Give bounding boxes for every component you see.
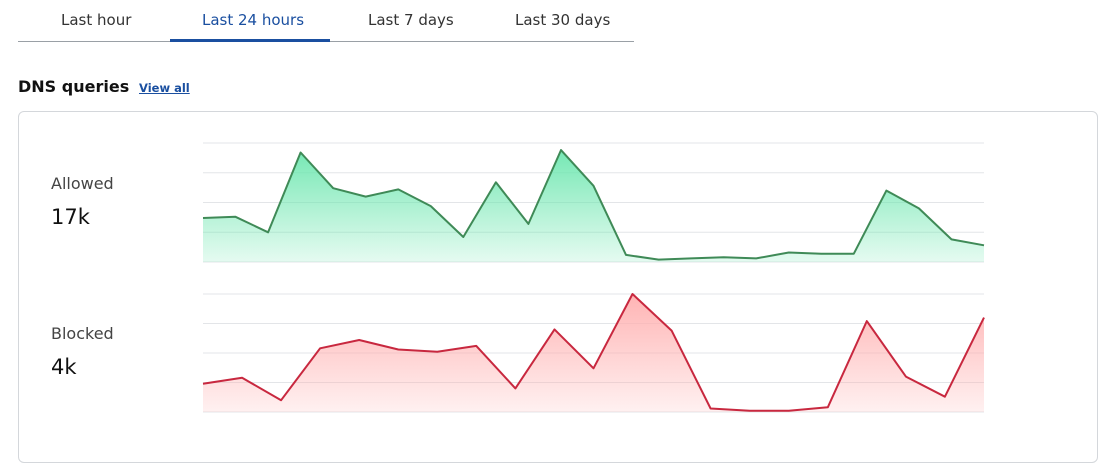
tab[interactable]: Last 24 hours [202, 11, 305, 29]
series-total: 17k [51, 205, 90, 229]
tab[interactable]: Last 30 days [515, 11, 611, 29]
area [203, 150, 984, 262]
tab-bar: Last hour Last 24 hours Last 7 days Last 30… [18, 0, 634, 42]
charts [202, 142, 985, 413]
tab[interactable]: Last 7 days [368, 11, 454, 29]
line [202, 149, 985, 261]
section-title: DNS queries [18, 77, 130, 96]
view-all-link[interactable]: View all [139, 81, 190, 95]
page: Last hour Last 24 hours Last 7 days Last 30… [18, 0, 1098, 463]
tab[interactable]: Last hour [61, 11, 132, 29]
line [202, 293, 985, 412]
area [203, 294, 984, 412]
active-tab-indicator [170, 39, 330, 42]
series-total: 4k [51, 355, 77, 379]
series-label: Allowed [51, 174, 114, 193]
series-label: Blocked [51, 324, 114, 343]
